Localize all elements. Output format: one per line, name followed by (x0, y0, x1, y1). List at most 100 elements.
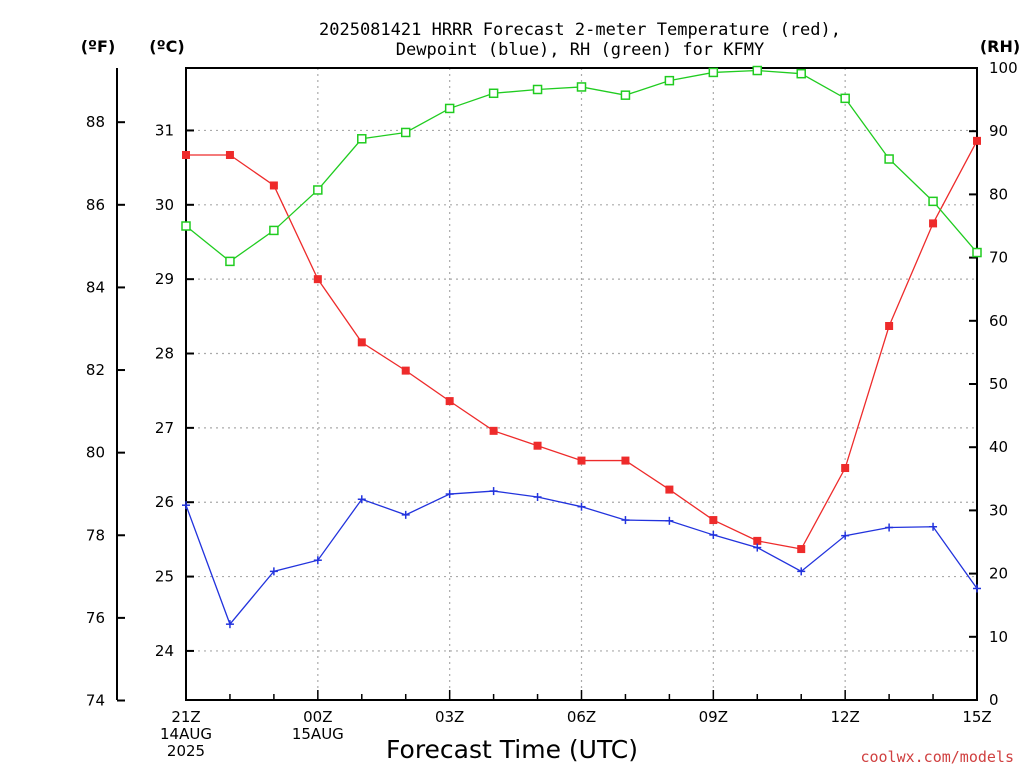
celsius-tick-label: 31 (155, 121, 174, 139)
dewpoint-point (182, 501, 190, 510)
temperature-point (753, 536, 762, 545)
celsius-unit-label: (ºC) (149, 37, 184, 56)
dewpoint-line (185, 490, 978, 626)
x-tick-label: 15Z (962, 708, 991, 726)
rh-point (444, 103, 455, 114)
fahrenheit-tick-label: 80 (86, 444, 105, 462)
temperature-point (665, 485, 674, 494)
temperature-point (489, 426, 498, 435)
dewpoint-point (665, 516, 674, 525)
rh-tick-label: 40 (989, 438, 1008, 456)
x-tick-label: 21Z (171, 708, 200, 726)
dewpoint-point (357, 495, 366, 504)
rh-point (576, 82, 587, 92)
rh-point (972, 247, 982, 258)
x-tick-label: 06Z (567, 708, 596, 726)
dewpoint-point (753, 543, 762, 552)
temperature-point (313, 275, 322, 284)
temperature-point (621, 456, 630, 465)
dewpoint-point (269, 567, 278, 576)
rh-tick-label: 60 (989, 312, 1008, 330)
dewpoint-point (489, 487, 498, 496)
x-tick-label: 12Z (830, 708, 859, 726)
dewpoint-point (885, 523, 894, 532)
rh-tick-label: 100 (989, 59, 1018, 77)
dewpoint-point (973, 584, 981, 593)
x-tick-label: 00Z (303, 708, 332, 726)
celsius-tick-label: 24 (155, 642, 174, 660)
rh-tick-label: 10 (989, 628, 1008, 646)
celsius-tick-label: 30 (155, 196, 174, 214)
chart-title-line2: Dewpoint (blue), RH (green) for KFMY (396, 40, 764, 60)
fahrenheit-tick-label: 88 (86, 113, 105, 131)
dewpoint-point (225, 620, 234, 629)
temperature-point (357, 338, 366, 347)
rh-tick-label: 70 (989, 249, 1008, 267)
temperature-point (577, 456, 586, 465)
fahrenheit-tick-label: 78 (86, 526, 105, 544)
celsius-tick-label: 26 (155, 493, 174, 511)
rh-tick-label: 30 (989, 501, 1008, 519)
temperature-point (533, 441, 542, 450)
fahrenheit-tick-label: 74 (86, 691, 105, 709)
rh-point (225, 256, 235, 267)
temperature-point (929, 219, 938, 228)
x-tick-label: 09Z (699, 708, 728, 726)
dewpoint-point (841, 531, 850, 540)
fahrenheit-tick-label: 82 (86, 361, 105, 379)
rh-tick-label: 90 (989, 122, 1008, 140)
rh-point (313, 185, 323, 195)
rh-point (884, 154, 894, 164)
temperature-point (709, 516, 718, 525)
rh-point (269, 225, 279, 236)
dewpoint-point (929, 522, 938, 531)
rh-point (488, 88, 499, 99)
x-tick-label: 14AUG (160, 725, 212, 743)
dewpoint-point (709, 530, 718, 539)
temperature-point (269, 181, 278, 190)
plot-frame (185, 67, 978, 701)
fahrenheit-unit-label: (ºF) (81, 37, 116, 56)
rh-tick-label: 0 (989, 691, 999, 709)
temperature-point (841, 464, 850, 473)
dewpoint-point (621, 516, 630, 525)
dewpoint-point (797, 567, 806, 576)
fahrenheit-tick-label: 86 (86, 196, 105, 214)
x-tick-label: 03Z (435, 708, 464, 726)
dewpoint-point (577, 502, 586, 511)
fahrenheit-tick-label: 84 (86, 278, 105, 296)
dewpoint-point (445, 490, 454, 499)
rh-tick-label: 80 (989, 185, 1008, 203)
x-axis-label: Forecast Time (UTC) (386, 735, 638, 764)
fahrenheit-tick-label: 76 (86, 609, 105, 627)
temperature-point (182, 150, 190, 159)
temperature-point (401, 366, 410, 375)
rh-point (708, 67, 719, 78)
grid-lines (186, 68, 977, 700)
celsius-tick-label: 28 (155, 345, 174, 363)
rh-tick-label: 50 (989, 375, 1008, 393)
dewpoint-point (313, 556, 322, 565)
rh-tick-label: 20 (989, 565, 1008, 583)
rh-point (664, 75, 675, 86)
temperature-point (445, 397, 454, 406)
credit-label: coolwx.com/models (860, 748, 1014, 766)
dewpoint-point (401, 510, 410, 519)
rh-point (840, 93, 850, 104)
temperature-point (973, 136, 981, 145)
temperature-point (225, 150, 234, 159)
rh-point (357, 134, 367, 144)
celsius-tick-label: 25 (155, 568, 174, 586)
rh-point (532, 84, 543, 95)
dewpoint-point (533, 493, 542, 502)
rh-point (796, 68, 806, 79)
rh-point (400, 127, 411, 138)
rh-point (928, 196, 938, 207)
data-series (181, 65, 982, 629)
rh-point (181, 221, 191, 231)
rh-unit-label: (RH) (980, 37, 1020, 56)
temperature-point (885, 322, 894, 331)
x-tick-label: 15AUG (292, 725, 344, 743)
rh-point (620, 90, 631, 100)
